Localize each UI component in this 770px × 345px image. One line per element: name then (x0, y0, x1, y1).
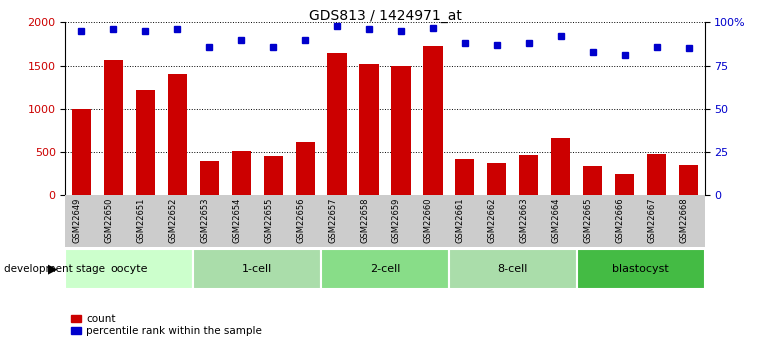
Bar (104, 60, 123, 195)
Bar (296, 142, 315, 195)
Text: blastocyst: blastocyst (612, 264, 669, 274)
Text: GSM22650: GSM22650 (105, 197, 113, 243)
Text: GSM22667: GSM22667 (648, 197, 657, 243)
Bar (232, 151, 251, 195)
Bar (551, 138, 571, 195)
Legend: count, percentile rank within the sample: count, percentile rank within the sample (71, 314, 262, 336)
Text: GSM22666: GSM22666 (616, 197, 624, 243)
Text: GSM22654: GSM22654 (233, 197, 241, 243)
Text: GSM22664: GSM22664 (552, 197, 561, 243)
Bar (577, 249, 705, 289)
Text: GSM22658: GSM22658 (360, 197, 369, 243)
Text: 8-cell: 8-cell (497, 264, 528, 274)
Text: GSM22652: GSM22652 (169, 197, 177, 243)
Text: GSM22663: GSM22663 (520, 197, 529, 243)
Bar (327, 53, 346, 195)
Text: GSM22659: GSM22659 (392, 197, 401, 243)
Bar (263, 156, 283, 195)
Bar (615, 174, 634, 195)
Text: GSM22655: GSM22655 (264, 197, 273, 243)
Bar (72, 109, 91, 195)
Text: 1-cell: 1-cell (242, 264, 273, 274)
Text: oocyte: oocyte (111, 264, 148, 274)
Text: GSM22657: GSM22657 (328, 197, 337, 243)
Text: ▶: ▶ (49, 263, 58, 276)
Text: GSM22653: GSM22653 (200, 197, 209, 243)
Text: GDS813 / 1424971_at: GDS813 / 1424971_at (309, 9, 461, 23)
Text: GSM22649: GSM22649 (72, 197, 82, 243)
Bar (65, 249, 193, 289)
Text: GSM22661: GSM22661 (456, 197, 465, 243)
Bar (647, 154, 666, 195)
Bar (136, 90, 155, 195)
Bar (583, 166, 602, 195)
Text: GSM22665: GSM22665 (584, 197, 593, 243)
Bar (455, 159, 474, 195)
Bar (168, 74, 187, 195)
Bar (199, 161, 219, 195)
Bar (321, 249, 449, 289)
Bar (449, 249, 577, 289)
Text: development stage: development stage (4, 264, 105, 274)
Bar (360, 64, 379, 195)
Text: GSM22656: GSM22656 (296, 197, 305, 243)
Bar (487, 162, 507, 195)
Text: GSM22662: GSM22662 (488, 197, 497, 243)
Bar (193, 249, 321, 289)
Bar (679, 165, 698, 195)
Bar (424, 46, 443, 195)
Text: 2-cell: 2-cell (370, 264, 400, 274)
Bar (391, 66, 410, 195)
Text: GSM22651: GSM22651 (136, 197, 146, 243)
Bar (519, 155, 538, 195)
Text: GSM22668: GSM22668 (680, 197, 688, 243)
Text: GSM22660: GSM22660 (424, 197, 433, 243)
